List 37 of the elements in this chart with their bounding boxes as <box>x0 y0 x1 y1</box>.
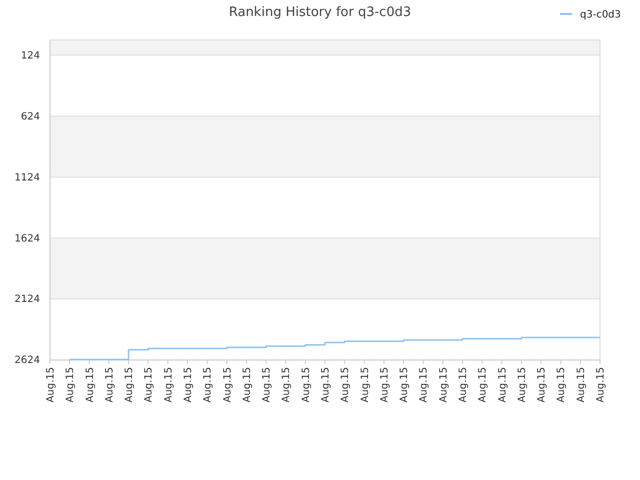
x-tick-label: Aug.15 <box>536 367 548 402</box>
x-tick-label: Aug.15 <box>576 367 587 402</box>
x-tick-label: Aug.15 <box>222 367 234 402</box>
y-tick-label: 1124 <box>14 172 40 184</box>
x-tick-label: Aug.15 <box>84 367 96 402</box>
x-tick-label: Aug.15 <box>320 367 332 402</box>
x-tick-label: Aug.15 <box>340 367 352 402</box>
x-tick-label: Aug.15 <box>478 367 489 402</box>
x-tick-label: Aug.15 <box>46 367 56 402</box>
x-tick-label: Aug.15 <box>65 367 76 402</box>
x-tick-label: Aug.15 <box>124 367 136 402</box>
x-tick-label: Aug.15 <box>144 367 155 402</box>
x-tick-label: Aug.15 <box>497 367 508 402</box>
x-tick-label: Aug.15 <box>300 367 312 402</box>
chart-title: Ranking History for q3-c0d3 <box>228 5 412 20</box>
x-tick-label: Aug.15 <box>262 367 273 402</box>
x-tick-label: Aug.15 <box>516 367 528 402</box>
x-tick-label: Aug.15 <box>556 367 568 402</box>
y-tick-label: 624 <box>20 111 40 122</box>
x-tick-label: Aug.15 <box>418 367 430 402</box>
x-tick-label: Aug.15 <box>596 367 606 402</box>
x-tick-label: Aug.15 <box>202 367 214 402</box>
x-tick-label: Aug.15 <box>438 367 450 402</box>
x-tick-label: Aug.15 <box>458 367 469 402</box>
x-tick-label: Aug.15 <box>360 367 371 402</box>
x-tick-label: Aug.15 <box>183 367 194 402</box>
y-tick-label: 124 <box>20 50 40 62</box>
y-tick-label: 2624 <box>14 355 40 366</box>
x-tick-label: Aug.15 <box>242 367 253 402</box>
legend-label: q3-c0d3 <box>580 10 621 20</box>
x-tick-label: Aug.15 <box>104 367 116 402</box>
x-tick-label: Aug.15 <box>379 367 390 402</box>
x-tick-label: Aug.15 <box>399 367 410 402</box>
x-tick-label: Aug.15 <box>163 367 174 402</box>
x-tick-label: Aug.15 <box>281 367 292 402</box>
y-tick-label: 2124 <box>14 294 40 306</box>
y-tick-label: 1624 <box>14 233 40 244</box>
